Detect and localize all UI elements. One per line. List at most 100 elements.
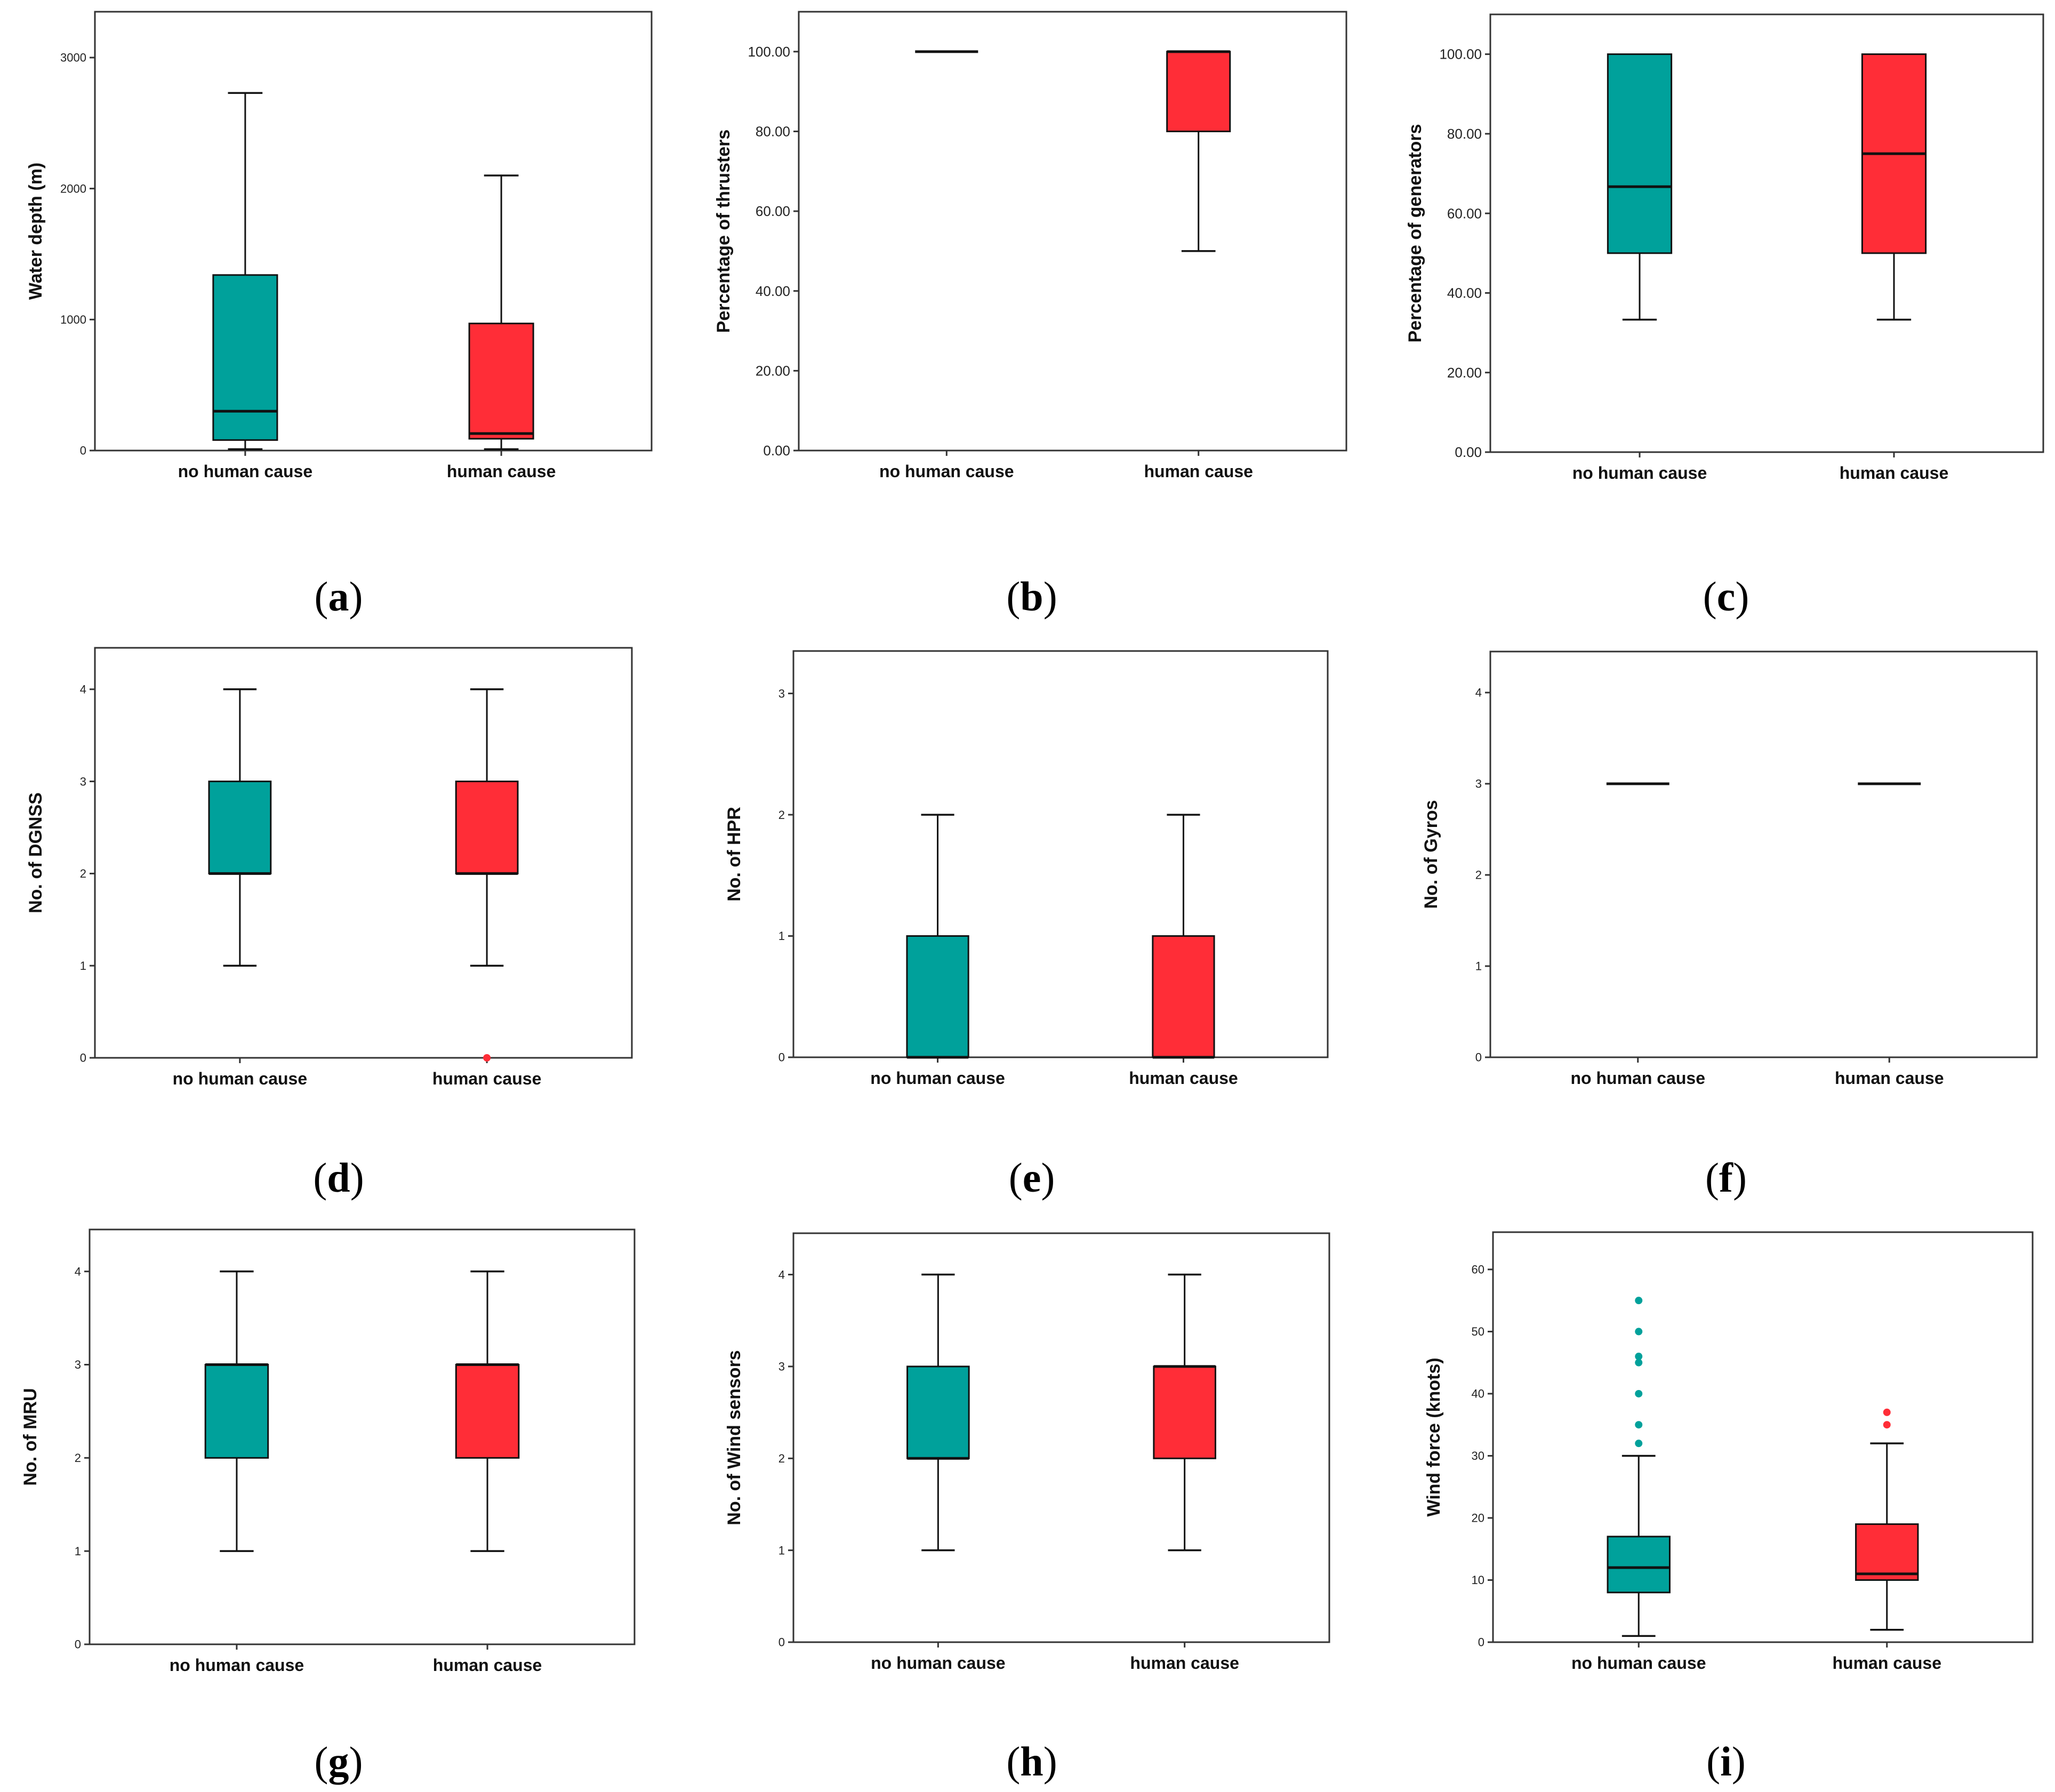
y-tick-label: 2 bbox=[80, 867, 86, 880]
y-tick-label: 0 bbox=[75, 1638, 81, 1651]
box-human-cause bbox=[1153, 1273, 1216, 1552]
plot-frame bbox=[798, 11, 1347, 452]
panel-letter: a bbox=[328, 573, 349, 620]
panel-d: 0 1 2 3 4 No. of DGNSS no human cause human cau… bbox=[26, 647, 633, 1201]
outlier-point bbox=[1635, 1359, 1643, 1367]
y-tick-label: 3 bbox=[75, 1358, 81, 1371]
y-tick-label: 4 bbox=[1475, 686, 1482, 700]
box-no-human-cause bbox=[204, 1270, 269, 1552]
iqr-box bbox=[1607, 53, 1673, 254]
y-tick-label: 0.00 bbox=[763, 443, 790, 459]
panel-i: 0 10 20 30 40 50 60 Wind force (knots) no human … bbox=[1424, 1231, 2034, 1785]
y-tick-label: 3000 bbox=[60, 51, 86, 65]
y-tick-label: 60.00 bbox=[756, 203, 790, 219]
box-no-human-cause bbox=[212, 92, 278, 451]
y-tick-label: 10 bbox=[1472, 1573, 1484, 1587]
y-tick-label: 40.00 bbox=[756, 283, 790, 299]
box-human-cause bbox=[1166, 50, 1231, 252]
panel-caption: (c) bbox=[1703, 573, 1749, 620]
y-tick-label: 1 bbox=[778, 929, 785, 943]
y-tick-label: 2000 bbox=[60, 182, 86, 195]
iqr-box bbox=[455, 1364, 520, 1459]
panel-letter: i bbox=[1720, 1738, 1732, 1785]
panel-letter: g bbox=[328, 1738, 349, 1785]
panel-letter: e bbox=[1023, 1154, 1041, 1201]
y-tick-label: 2 bbox=[75, 1451, 81, 1465]
iqr-box bbox=[1607, 1536, 1671, 1594]
panel-caption: (d) bbox=[313, 1154, 364, 1201]
box-human-cause bbox=[1855, 1408, 1919, 1631]
y-axis-label: No. of Wind sensors bbox=[724, 1350, 744, 1525]
panel-letter: f bbox=[1719, 1154, 1733, 1201]
y-tick-label: 1 bbox=[1475, 960, 1482, 973]
y-tick-label: 0 bbox=[1478, 1636, 1484, 1649]
y-tick-label: 1 bbox=[75, 1545, 81, 1558]
panel-caption: (e) bbox=[1009, 1154, 1055, 1201]
panel-caption: (f) bbox=[1705, 1154, 1747, 1201]
y-tick-label: 0 bbox=[778, 1636, 785, 1649]
box-human-cause bbox=[455, 1270, 520, 1552]
y-tick-label: 80.00 bbox=[1447, 126, 1482, 142]
y-tick-label: 20 bbox=[1472, 1512, 1484, 1525]
iqr-box bbox=[1153, 1365, 1216, 1459]
panel-caption: (b) bbox=[1006, 573, 1057, 620]
y-tick-label: 3 bbox=[1475, 777, 1482, 791]
panel-caption: (i) bbox=[1706, 1738, 1746, 1785]
plot-frame bbox=[89, 1228, 636, 1645]
outlier-point bbox=[1635, 1440, 1643, 1448]
y-axis-label: No. of DGNSS bbox=[26, 792, 46, 913]
x-tick-label: human cause bbox=[1129, 1068, 1238, 1088]
x-tick-label: human cause bbox=[1144, 462, 1253, 481]
y-axis-label: Water depth (m) bbox=[26, 163, 46, 300]
y-tick-label: 1 bbox=[80, 959, 86, 973]
y-tick-label: 4 bbox=[778, 1268, 785, 1281]
outlier-point bbox=[1635, 1389, 1643, 1397]
iqr-box bbox=[468, 323, 534, 440]
y-tick-label: 2 bbox=[778, 1452, 785, 1465]
box-no-human-cause bbox=[1607, 53, 1673, 321]
y-tick-label: 60.00 bbox=[1447, 205, 1482, 221]
box-human-cause bbox=[455, 688, 519, 1062]
box-human-cause bbox=[1861, 53, 1927, 321]
y-tick-label: 30 bbox=[1472, 1449, 1484, 1462]
y-tick-label: 1 bbox=[778, 1544, 785, 1557]
y-tick-label: 40.00 bbox=[1447, 285, 1482, 301]
y-tick-label: 50 bbox=[1472, 1325, 1484, 1338]
y-tick-label: 20.00 bbox=[1447, 365, 1482, 381]
y-tick-label: 20.00 bbox=[756, 363, 790, 379]
y-axis-label: No. of MRU bbox=[20, 1388, 41, 1485]
x-tick-label: no human cause bbox=[1571, 1068, 1706, 1088]
x-tick-label: human cause bbox=[432, 1069, 542, 1088]
y-tick-label: 3 bbox=[778, 687, 785, 700]
box-human-cause bbox=[1152, 814, 1215, 1059]
y-axis-label: Wind force (knots) bbox=[1424, 1357, 1444, 1516]
x-tick-label: human cause bbox=[1835, 1068, 1944, 1088]
panel-letter: h bbox=[1020, 1738, 1043, 1785]
iqr-box bbox=[204, 1364, 269, 1459]
y-axis-label: Percentage of thrusters bbox=[713, 130, 734, 333]
plot-frame bbox=[792, 650, 1329, 1058]
y-tick-label: 2 bbox=[1475, 869, 1482, 882]
y-tick-label: 100.00 bbox=[748, 44, 790, 60]
iqr-box bbox=[1855, 1523, 1919, 1581]
iqr-box bbox=[1152, 935, 1215, 1058]
y-axis-label: No. of HPR bbox=[724, 807, 744, 902]
y-tick-label: 80.00 bbox=[756, 124, 790, 140]
y-tick-label: 0 bbox=[80, 444, 86, 457]
x-tick-label: no human cause bbox=[173, 1069, 308, 1088]
panel-letter: b bbox=[1020, 573, 1043, 620]
panel-b: 0.00 20.00 40.00 60.00 80.00 100.00 Percentage… bbox=[713, 11, 1347, 620]
y-axis-label: Percentage of generators bbox=[1405, 124, 1425, 342]
iqr-box bbox=[208, 781, 272, 874]
outlier-point bbox=[1635, 1328, 1643, 1336]
x-tick-label: no human cause bbox=[178, 462, 313, 481]
panel-a: 0 1000 2000 3000 Water depth (m) no human cau… bbox=[26, 11, 653, 620]
box-no-human-cause bbox=[1607, 1297, 1671, 1637]
panel-letter: c bbox=[1717, 573, 1736, 620]
y-tick-label: 40 bbox=[1472, 1387, 1484, 1401]
y-tick-label: 100.00 bbox=[1439, 46, 1482, 62]
outlier-point bbox=[1883, 1421, 1891, 1429]
outlier-point bbox=[483, 1054, 491, 1062]
outlier-point bbox=[1883, 1408, 1891, 1416]
plot-frame bbox=[94, 11, 653, 452]
